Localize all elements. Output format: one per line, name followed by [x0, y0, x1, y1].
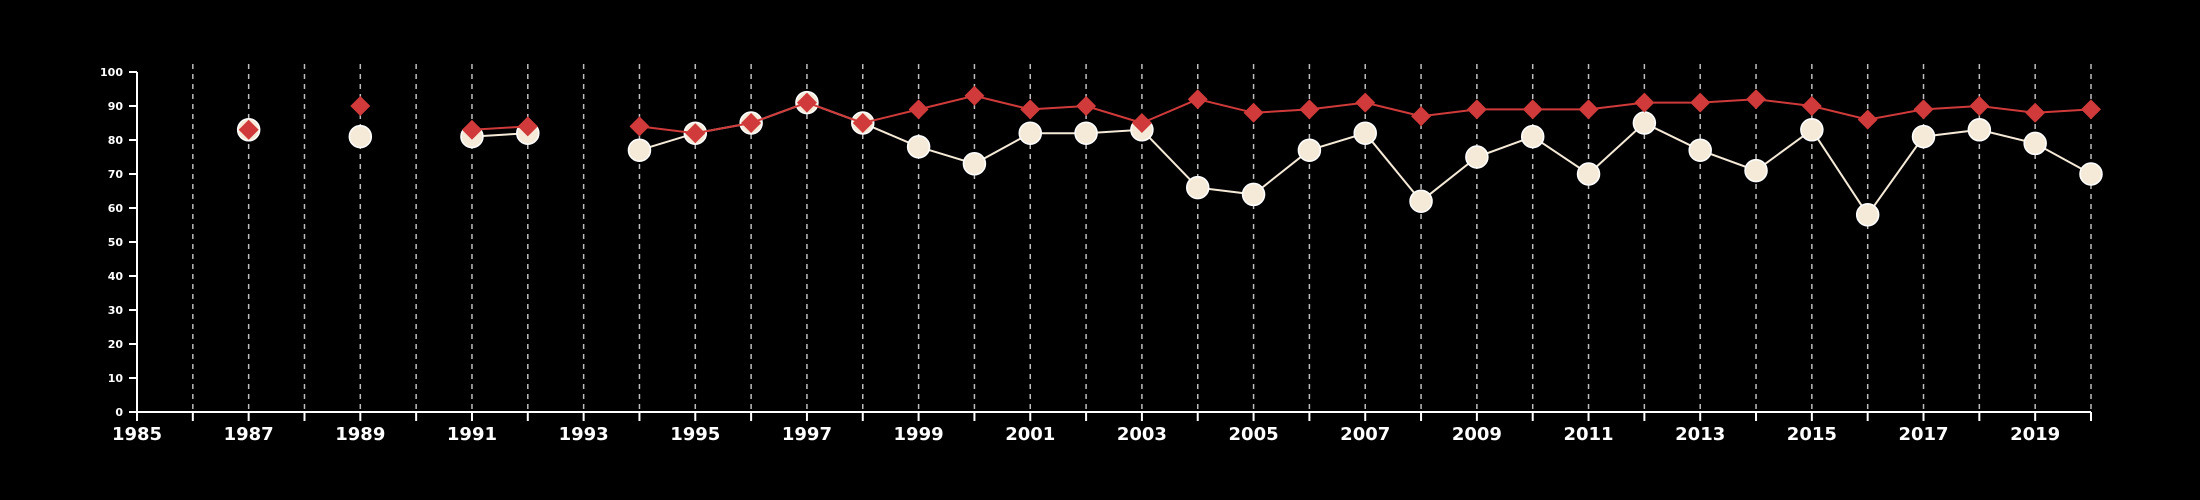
- y-tick-label-0: 0: [115, 406, 123, 419]
- series-0-point-2020: [2081, 99, 2101, 120]
- series-0-point-2011: [1578, 99, 1599, 120]
- x-tick-label-2011: 2011: [1563, 424, 1613, 445]
- y-tick-label-20: 20: [108, 338, 124, 351]
- x-tick-label-2017: 2017: [1898, 424, 1948, 445]
- x-tick-label-2003: 2003: [1117, 424, 1167, 445]
- series-0-point-1999: [908, 99, 929, 120]
- series-0-point-1994: [629, 116, 650, 137]
- gridlines: [192, 64, 2092, 412]
- series-1-point-2011: [1576, 162, 1601, 186]
- series-0-point-2006: [1299, 99, 1320, 120]
- series-1-point-2010: [1520, 124, 1545, 149]
- series-0-point-1992: [517, 116, 538, 137]
- series-0-point-1995: [685, 123, 706, 144]
- x-tick-label-1997: 1997: [782, 424, 832, 445]
- series: [236, 85, 2103, 227]
- series-1-point-2012: [1632, 111, 1657, 135]
- x-tick-label-1985: 1985: [112, 424, 162, 445]
- series-1-point-1999: [906, 135, 931, 159]
- series-1-point-2008: [1409, 189, 1433, 213]
- series-0-point-2015: [1801, 96, 1822, 116]
- series-0-point-2007: [1355, 92, 1376, 113]
- series-1-point-2000: [962, 152, 987, 176]
- y-tick-label-80: 80: [108, 134, 124, 147]
- series-0-point-1989: [350, 96, 371, 116]
- series-0-point-2012: [1634, 92, 1655, 113]
- x-tick-label-2007: 2007: [1340, 424, 1390, 445]
- y-tick-label-90: 90: [108, 100, 124, 113]
- series-1-point-2001: [1018, 121, 1043, 145]
- x-tick-label-2015: 2015: [1787, 424, 1837, 445]
- series-1-point-2004: [1185, 175, 1210, 200]
- y-tick-label-100: 100: [100, 66, 123, 79]
- series-0-point-2008: [1411, 106, 1432, 127]
- series-0-point-2013: [1690, 92, 1711, 113]
- x-tick-label-2013: 2013: [1675, 424, 1725, 445]
- series-1-point-1989: [348, 124, 373, 149]
- axes: 0 10 20 30 40 50 60 70 80 90 100 1985 1987 1989 1991 19…: [100, 66, 2092, 445]
- x-tick-label-1995: 1995: [670, 424, 720, 445]
- series-0-point-2016: [1857, 109, 1878, 130]
- series-0-point-1987: [238, 119, 259, 140]
- series-0-point-2000: [964, 85, 985, 106]
- series-1-point-2006: [1297, 138, 1322, 162]
- x-tick-label-1987: 1987: [224, 424, 274, 445]
- series-1-point-2005: [1241, 182, 1266, 207]
- series-0: [238, 85, 2101, 144]
- series-0-point-2009: [1466, 99, 1487, 120]
- series-0-point-1991: [461, 119, 482, 140]
- series-0-point-1998: [852, 113, 873, 133]
- series-0-point-2010: [1522, 99, 1543, 120]
- x-tick-label-2005: 2005: [1229, 424, 1279, 445]
- x-tick-label-1989: 1989: [335, 424, 385, 445]
- series-0-point-2005: [1243, 102, 1264, 123]
- series-1-point-2015: [1800, 118, 1824, 142]
- series-0-point-2017: [1913, 99, 1934, 120]
- y-tick-label-40: 40: [108, 270, 124, 283]
- series-1-point-2007: [1353, 121, 1377, 145]
- y-tick-label-60: 60: [108, 202, 124, 215]
- y-tick-label-30: 30: [108, 304, 124, 317]
- series-1-point-2019: [2023, 131, 2047, 156]
- y-tick-label-50: 50: [108, 236, 124, 249]
- series-1-point-2020: [2079, 162, 2103, 186]
- series-1-point-2002: [1074, 121, 1098, 145]
- series-1-point-2014: [1744, 158, 1768, 183]
- series-1-point-2016: [1855, 203, 1880, 227]
- series-0-point-1996: [741, 113, 762, 133]
- series-0-point-2014: [1746, 89, 1767, 110]
- series-1-point-2017: [1911, 124, 1936, 149]
- x-tick-label-2009: 2009: [1452, 424, 1502, 445]
- y-tick-label-10: 10: [108, 372, 124, 385]
- series-0-point-2019: [2025, 102, 2046, 123]
- x-tick-label-2019: 2019: [2010, 424, 2060, 445]
- series-1-point-2018: [1967, 118, 1992, 142]
- series-0-point-2001: [1020, 99, 1041, 120]
- series-1-point-2009: [1465, 145, 1489, 169]
- series-0-point-2018: [1969, 96, 1990, 116]
- series-0-point-2002: [1076, 96, 1097, 116]
- x-tick-label-1993: 1993: [559, 424, 609, 445]
- series-1-point-1994: [627, 138, 652, 162]
- y-tick-label-70: 70: [108, 168, 124, 181]
- series-0-point-2004: [1187, 89, 1208, 110]
- series-1-point-2013: [1688, 138, 1712, 162]
- series-0-point-1997: [796, 92, 817, 113]
- x-tick-label-2001: 2001: [1005, 424, 1055, 445]
- x-tick-label-1999: 1999: [894, 424, 944, 445]
- series-0-point-2003: [1131, 113, 1152, 133]
- x-tick-label-1991: 1991: [447, 424, 497, 445]
